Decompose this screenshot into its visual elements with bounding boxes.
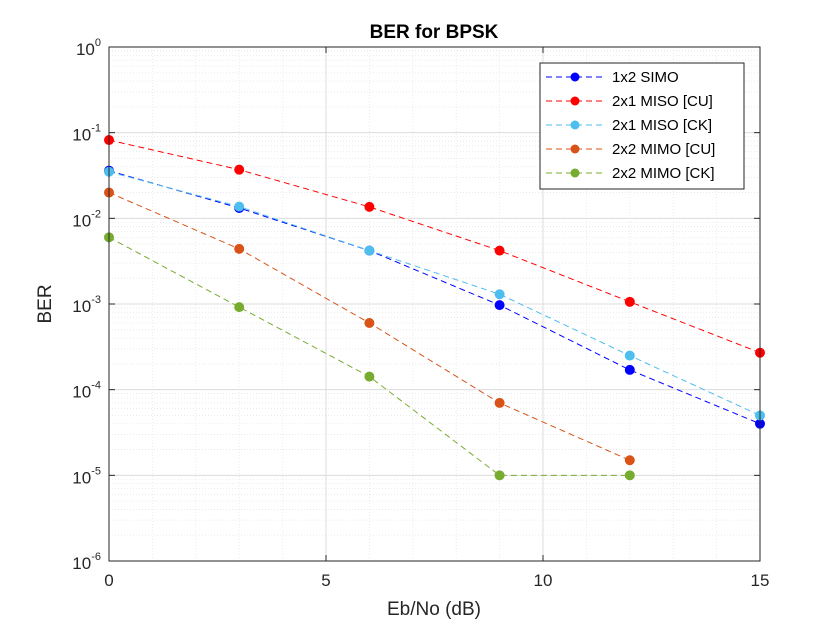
legend-item: 2x1 MISO [CU] [546,93,713,110]
legend-label: 2x2 MIMO [CK] [612,165,715,182]
data-point [364,318,375,329]
series-line [108,171,761,416]
data-point [234,164,245,175]
legend-marker [570,72,580,82]
data-point [364,371,375,382]
x-tick-label: 0 [104,571,113,590]
y-tick-label: 10-5 [72,465,101,487]
y-tick-label: 10-4 [72,380,101,402]
y-tick-label: 10-2 [72,208,101,230]
data-point [494,289,505,300]
y-tick-label: 100 [76,37,101,59]
x-axis-label: Eb/No (dB) [387,599,481,620]
legend-label: 1x2 SIMO [612,69,679,86]
x-tick-label: 15 [751,571,770,590]
y-tick-labels: 100 10-1 10-2 10-3 10-4 10-5 10-6 [72,37,101,573]
axis-ticks [108,46,761,562]
legend-label: 2x2 MIMO [CU] [612,141,715,158]
data-point [494,245,505,256]
data-point [494,470,505,481]
data-point [364,201,375,212]
legend-marker [570,96,580,106]
y-tick-label: 10-3 [72,294,101,316]
data-point [624,350,635,361]
legend-item: 1x2 SIMO [546,69,679,86]
legend-item: 2x2 MIMO [CK] [546,165,715,182]
chart-title: BER for BPSK [370,22,499,43]
series-line [108,139,761,354]
data-point [624,470,635,481]
data-point [234,302,245,313]
data-point [494,300,505,311]
data-point [624,364,635,375]
minor-grid [109,47,760,561]
legend-marker [570,120,580,130]
legend-label: 2x1 MISO [CK] [612,117,712,134]
series-4 [104,187,635,466]
y-axis-label: BER [35,284,56,323]
y-tick-label: 10-1 [72,123,101,145]
legend-item: 2x1 MISO [CK] [546,117,712,134]
legend: 1x2 SIMO 2x1 MISO [CU] 2x1 MISO [CK] 2x2 MI… [539,62,745,190]
series-line [108,170,761,425]
data-point [234,243,245,254]
data-point [494,397,505,408]
x-tick-label: 10 [534,571,553,590]
series-layer [104,135,765,481]
x-tick-label: 5 [321,571,330,590]
legend-marker [570,168,580,178]
legend-item: 2x2 MIMO [CU] [546,141,715,158]
data-point [624,296,635,307]
data-point [234,201,245,212]
data-point [364,245,375,256]
data-point [624,455,635,466]
series-5 [104,232,635,481]
x-tick-labels: 0 5 10 15 [104,571,769,590]
y-tick-label: 10-6 [72,551,101,573]
legend-marker [570,144,580,154]
legend-label: 2x1 MISO [CU] [612,93,713,110]
